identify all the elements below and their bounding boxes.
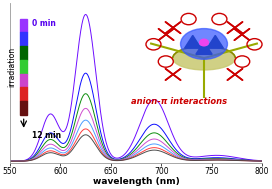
Bar xyxy=(20,60,27,74)
Ellipse shape xyxy=(173,46,235,70)
Bar xyxy=(20,46,27,60)
Circle shape xyxy=(200,39,208,46)
Bar xyxy=(20,87,27,101)
Text: irradiation: irradiation xyxy=(7,47,16,87)
Bar xyxy=(20,33,27,46)
Polygon shape xyxy=(185,36,201,48)
Text: 12 min: 12 min xyxy=(32,131,61,140)
Bar xyxy=(20,19,27,33)
Polygon shape xyxy=(207,36,223,48)
Text: 0 min: 0 min xyxy=(32,19,56,28)
Polygon shape xyxy=(196,42,212,54)
Bar xyxy=(20,101,27,115)
Bar xyxy=(20,74,27,87)
X-axis label: wavelength (nm): wavelength (nm) xyxy=(93,177,180,186)
Text: anion-π interactions: anion-π interactions xyxy=(131,97,227,106)
Ellipse shape xyxy=(181,29,227,59)
